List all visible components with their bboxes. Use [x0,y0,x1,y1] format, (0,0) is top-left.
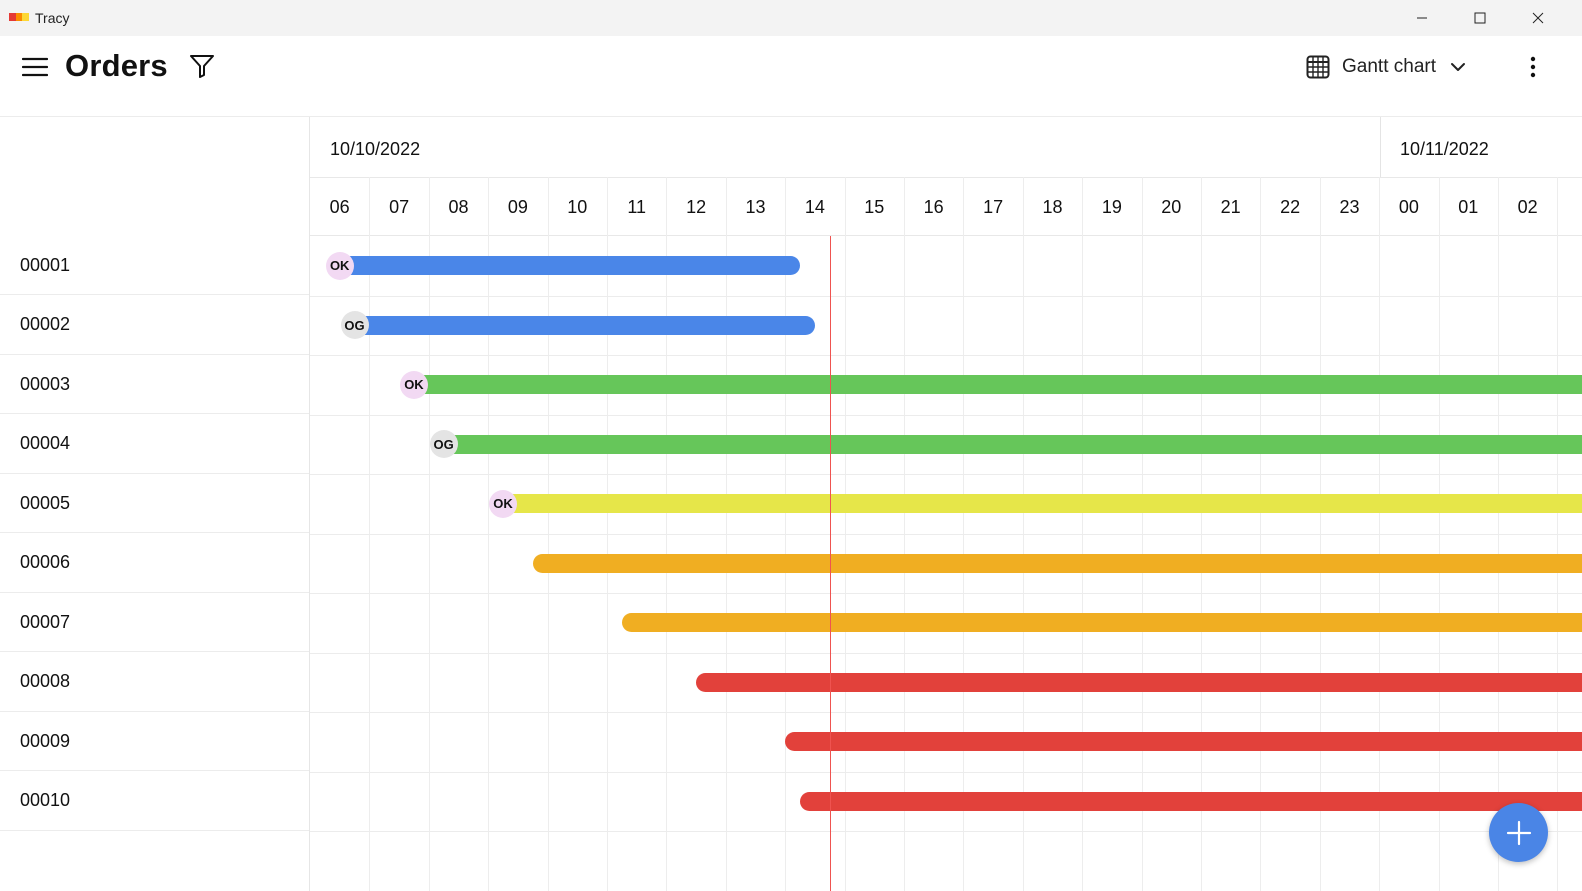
hour-label: 23 [1339,197,1360,217]
grid-row-line [310,593,1582,594]
hour-label: 18 [1042,197,1063,217]
hour-label: 07 [389,197,410,217]
minimize-button[interactable] [1393,0,1451,36]
gantt-timeline: 10/10/2022 10/11/2022 06 07 08 09 10 11 12 13 14… [310,117,1582,891]
hour-label: 16 [923,197,944,217]
close-window-button[interactable] [1509,0,1567,36]
grid-row-line [310,831,1582,832]
order-row-label[interactable]: 00007 [0,593,309,652]
hour-label: 17 [983,197,1004,217]
order-bar[interactable] [800,791,1582,811]
hour-label: 20 [1161,197,1182,217]
grid-row-line [310,652,1582,654]
maximize-button[interactable] [1451,0,1509,36]
order-row-label[interactable]: 00006 [0,534,309,593]
order-list: 00001 00002 00003 00004 00005 00006 00007 00008… [0,117,310,891]
current-time-indicator [829,236,831,891]
hour-header [310,177,1582,236]
order-row-label[interactable]: 00009 [0,712,309,771]
grid-row-line [310,295,1582,297]
hour-label: 12 [686,197,707,217]
status-badge: OK [325,251,354,280]
gantt-chart: 00001 00002 00003 00004 00005 00006 00007 00008… [0,116,1582,891]
status-badge: OK [489,489,518,518]
app-logo-icon [9,13,30,21]
close-icon [1532,12,1544,24]
title-bar: Tracy [0,0,1582,36]
hour-label: 13 [745,197,766,217]
grid-row-line [310,414,1582,416]
filter-button[interactable] [186,50,218,82]
view-selector[interactable]: Gantt chart [1306,48,1490,86]
grid-row-line [310,355,1582,356]
app-title: Tracy [35,10,70,26]
hour-label: 22 [1280,197,1301,217]
order-row-label[interactable]: 00001 [0,236,309,295]
hour-label: 19 [1101,197,1122,217]
order-row-label[interactable]: 00005 [0,474,309,533]
order-row-label[interactable]: 00008 [0,653,309,712]
status-badge: OG [429,430,458,458]
order-bar[interactable] [785,732,1582,751]
order-bar[interactable] [503,494,1582,513]
order-row-label[interactable]: 00002 [0,296,309,355]
order-bar[interactable] [413,375,1582,394]
hour-label: 11 [627,197,647,217]
order-row-label[interactable]: 00003 [0,355,309,414]
view-selector-label: Gantt chart [1342,56,1436,77]
hour-label: 00 [1398,197,1419,217]
order-bar[interactable] [443,434,1582,454]
hour-label: 21 [1220,197,1241,217]
menu-button[interactable] [18,50,52,84]
more-vertical-icon [1530,56,1536,78]
order-bar[interactable] [354,315,815,335]
status-badge: OG [340,311,369,339]
minimize-icon [1417,17,1427,19]
hour-label: 02 [1517,197,1538,217]
grid-row-line [310,474,1582,475]
hour-label: 08 [448,197,469,217]
app-toolbar: Orders Gantt chart [0,36,1582,116]
order-bar[interactable] [532,553,1582,573]
grid-row-line [310,533,1582,535]
hour-label: 06 [329,197,350,217]
order-bar[interactable] [621,613,1582,632]
order-row-label[interactable]: 00004 [0,415,309,474]
order-bar[interactable] [339,256,801,275]
hour-label: 09 [507,197,528,217]
filter-icon [190,55,214,78]
date-separator [1380,117,1381,177]
hour-label: 14 [804,197,825,217]
plus-icon [1506,820,1531,845]
grid-row-line [310,771,1582,773]
grid-calendar-icon [1306,55,1330,79]
hour-label: 10 [567,197,588,217]
maximize-icon [1474,12,1486,24]
grid-row-line [310,712,1582,713]
page-title: Orders [65,48,168,83]
order-bar[interactable] [696,672,1582,692]
order-row-label[interactable]: 00010 [0,772,309,831]
date-label-start: 10/10/2022 [330,139,421,159]
date-label-next: 10/11/2022 [1400,139,1489,159]
add-order-button[interactable] [1489,803,1548,862]
hour-label: 15 [864,197,885,217]
more-options-button[interactable] [1518,50,1548,84]
chevron-down-icon [1450,62,1466,72]
hour-label: 01 [1458,197,1479,217]
status-badge: OK [399,370,428,399]
hamburger-icon [22,57,48,77]
